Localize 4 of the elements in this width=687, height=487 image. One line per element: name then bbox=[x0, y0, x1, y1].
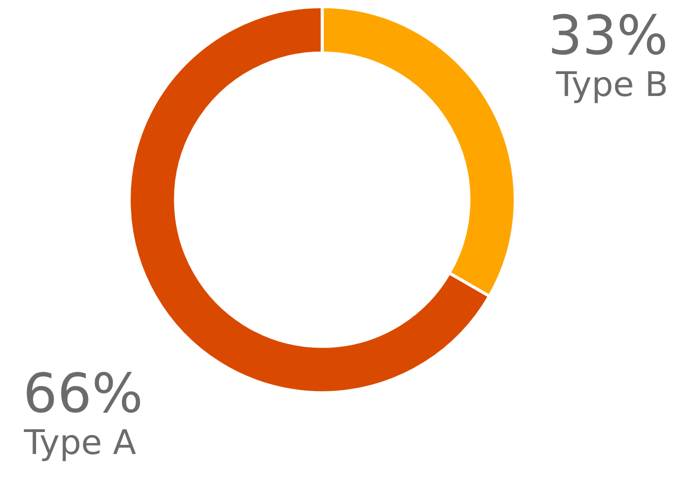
data-label: 33% bbox=[548, 4, 668, 67]
data-label: 66% bbox=[23, 362, 144, 425]
slice-label: Type A bbox=[23, 423, 136, 463]
slice-label: Type B bbox=[555, 65, 668, 105]
